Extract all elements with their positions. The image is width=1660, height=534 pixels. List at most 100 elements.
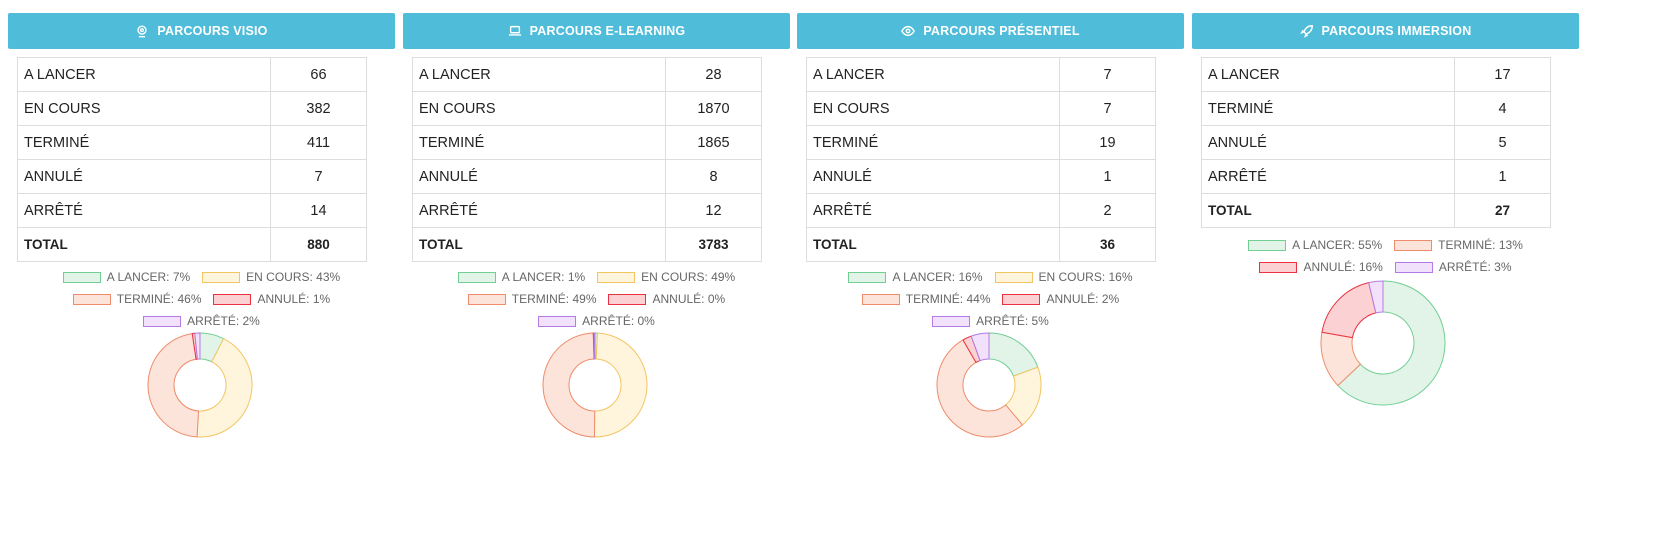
slice-termine[interactable] bbox=[542, 332, 596, 438]
legend-swatch bbox=[848, 271, 887, 283]
legend-swatch bbox=[457, 271, 496, 283]
legend-swatch bbox=[62, 271, 101, 283]
row-value: 1 bbox=[1454, 159, 1551, 194]
legend-item-en-cours[interactable]: EN COURS: 49% bbox=[597, 266, 735, 288]
legend-row: A LANCER: 55% TERMINÉ: 13% bbox=[1192, 234, 1579, 256]
row-label: ANNULÉ bbox=[17, 159, 271, 194]
table-row: ANNULÉ 5 bbox=[1201, 125, 1551, 160]
slice-annule[interactable] bbox=[1321, 282, 1377, 339]
slice-arrete[interactable] bbox=[970, 332, 990, 362]
legend-row: A LANCER: 1% EN COURS: 49% bbox=[403, 266, 790, 288]
row-label: ANNULÉ bbox=[1201, 125, 1455, 160]
legend-item-termine[interactable]: TERMINÉ: 44% bbox=[861, 288, 990, 310]
legend-label: ARRÊTÉ: 3% bbox=[1438, 260, 1512, 274]
stats-table: A LANCER 7 EN COURS 7 TERMINÉ 19 ANNULÉ 1 ARRÊTÉ… bbox=[806, 57, 1156, 262]
legend-label: ARRÊTÉ: 0% bbox=[582, 314, 655, 328]
slice-a-lancer[interactable] bbox=[1337, 280, 1446, 406]
legend-item-termine[interactable]: TERMINÉ: 49% bbox=[467, 288, 596, 310]
legend-item-en-cours[interactable]: EN COURS: 16% bbox=[994, 266, 1133, 288]
legend-swatch bbox=[1002, 293, 1041, 305]
legend-label: A LANCER: 1% bbox=[501, 270, 586, 284]
row-value: 14 bbox=[270, 193, 367, 228]
panel-title: PARCOURS VISIO bbox=[157, 24, 268, 38]
slice-en-cours[interactable] bbox=[593, 332, 648, 438]
legend-swatch bbox=[1394, 261, 1433, 273]
slice-en-cours[interactable] bbox=[196, 337, 253, 438]
total-row: TOTAL 880 bbox=[17, 227, 367, 262]
legend-item-termine[interactable]: TERMINÉ: 13% bbox=[1394, 234, 1523, 256]
row-label: EN COURS bbox=[806, 91, 1060, 126]
table-row: A LANCER 66 bbox=[17, 57, 367, 92]
total-label: TOTAL bbox=[412, 227, 666, 262]
legend-row: ARRÊTÉ: 0% bbox=[403, 310, 790, 332]
legend-item-arrete[interactable]: ARRÊTÉ: 5% bbox=[932, 310, 1049, 332]
table-row: EN COURS 7 bbox=[806, 91, 1156, 126]
table-row: TERMINÉ 411 bbox=[17, 125, 367, 160]
donut-chart bbox=[1320, 280, 1446, 406]
donut-chart bbox=[542, 332, 648, 438]
row-value: 1 bbox=[1059, 159, 1156, 194]
legend-row: ANNULÉ: 16% ARRÊTÉ: 3% bbox=[1192, 256, 1579, 278]
legend-item-annule[interactable]: ANNULÉ: 16% bbox=[1259, 256, 1383, 278]
table-row: EN COURS 382 bbox=[17, 91, 367, 126]
legend-item-arrete[interactable]: ARRÊTÉ: 0% bbox=[538, 310, 655, 332]
row-label: EN COURS bbox=[17, 91, 271, 126]
legend-item-a-lancer[interactable]: A LANCER: 1% bbox=[457, 266, 586, 288]
webcam-icon bbox=[135, 24, 149, 38]
legend-item-en-cours[interactable]: EN COURS: 43% bbox=[202, 266, 340, 288]
panel-header: PARCOURS PRÉSENTIEL bbox=[797, 13, 1184, 49]
legend-item-a-lancer[interactable]: A LANCER: 55% bbox=[1248, 234, 1382, 256]
legend-swatch bbox=[72, 293, 111, 305]
legend-swatch bbox=[1248, 239, 1287, 251]
total-row: TOTAL 3783 bbox=[412, 227, 762, 262]
chart-legend: A LANCER: 55% TERMINÉ: 13% ANNULÉ: 16% ARRÊ… bbox=[1192, 234, 1579, 278]
legend-label: ANNULÉ: 1% bbox=[257, 292, 331, 306]
legend-row: TERMINÉ: 44% ANNULÉ: 2% bbox=[797, 288, 1184, 310]
row-value: 7 bbox=[270, 159, 367, 194]
legend-item-a-lancer[interactable]: A LANCER: 7% bbox=[62, 266, 190, 288]
panel-header: PARCOURS E-LEARNING bbox=[403, 13, 790, 49]
legend-swatch bbox=[1394, 239, 1433, 251]
table-row: EN COURS 1870 bbox=[412, 91, 762, 126]
table-row: ANNULÉ 7 bbox=[17, 159, 367, 194]
stats-table: A LANCER 28 EN COURS 1870 TERMINÉ 1865 ANNULÉ 8… bbox=[412, 57, 762, 262]
slice-arrete[interactable] bbox=[194, 332, 201, 360]
legend-label: TERMINÉ: 13% bbox=[1438, 238, 1523, 252]
row-value: 4 bbox=[1454, 91, 1551, 126]
legend-swatch bbox=[597, 271, 636, 283]
row-value: 382 bbox=[270, 91, 367, 126]
row-label: ANNULÉ bbox=[412, 159, 666, 194]
row-label: ARRÊTÉ bbox=[1201, 159, 1455, 194]
total-label: TOTAL bbox=[806, 227, 1060, 262]
legend-item-arrete[interactable]: ARRÊTÉ: 2% bbox=[143, 310, 260, 332]
legend-item-a-lancer[interactable]: A LANCER: 16% bbox=[848, 266, 983, 288]
legend-item-arrete[interactable]: ARRÊTÉ: 3% bbox=[1394, 256, 1512, 278]
slice-arrete[interactable] bbox=[1368, 280, 1384, 314]
panel-parcours-e-learning: PARCOURS E-LEARNING A LANCER 28 EN COURS 187… bbox=[403, 13, 790, 438]
row-value: 8 bbox=[665, 159, 762, 194]
row-value: 7 bbox=[1059, 57, 1156, 92]
legend-label: A LANCER: 16% bbox=[892, 270, 983, 284]
slice-arrete[interactable] bbox=[593, 332, 596, 360]
legend-item-annule[interactable]: ANNULÉ: 0% bbox=[608, 288, 725, 310]
row-label: TERMINÉ bbox=[806, 125, 1060, 160]
legend-item-annule[interactable]: ANNULÉ: 2% bbox=[1002, 288, 1119, 310]
legend-label: ANNULÉ: 0% bbox=[652, 292, 726, 306]
legend-row: TERMINÉ: 46% ANNULÉ: 1% bbox=[8, 288, 395, 310]
total-label: TOTAL bbox=[1201, 193, 1455, 228]
donut-chart bbox=[936, 332, 1042, 438]
panel-parcours-presentiel: PARCOURS PRÉSENTIEL A LANCER 7 EN COURS 7 TER… bbox=[797, 13, 1184, 438]
slice-termine[interactable] bbox=[147, 333, 200, 438]
legend-row: ARRÊTÉ: 5% bbox=[797, 310, 1184, 332]
slice-termine[interactable] bbox=[936, 339, 1024, 438]
legend-label: ANNULÉ: 2% bbox=[1046, 292, 1120, 306]
legend-item-termine[interactable]: TERMINÉ: 46% bbox=[72, 288, 201, 310]
stats-table: A LANCER 66 EN COURS 382 TERMINÉ 411 ANNULÉ 7 AR… bbox=[17, 57, 367, 262]
table-row: A LANCER 28 bbox=[412, 57, 762, 92]
legend-swatch bbox=[213, 293, 252, 305]
total-value: 36 bbox=[1059, 227, 1156, 262]
legend-swatch bbox=[202, 271, 241, 283]
row-value: 28 bbox=[665, 57, 762, 92]
legend-item-annule[interactable]: ANNULÉ: 1% bbox=[213, 288, 330, 310]
stats-table: A LANCER 17 TERMINÉ 4 ANNULÉ 5 ARRÊTÉ 1 TOTAL 27 bbox=[1201, 57, 1551, 228]
